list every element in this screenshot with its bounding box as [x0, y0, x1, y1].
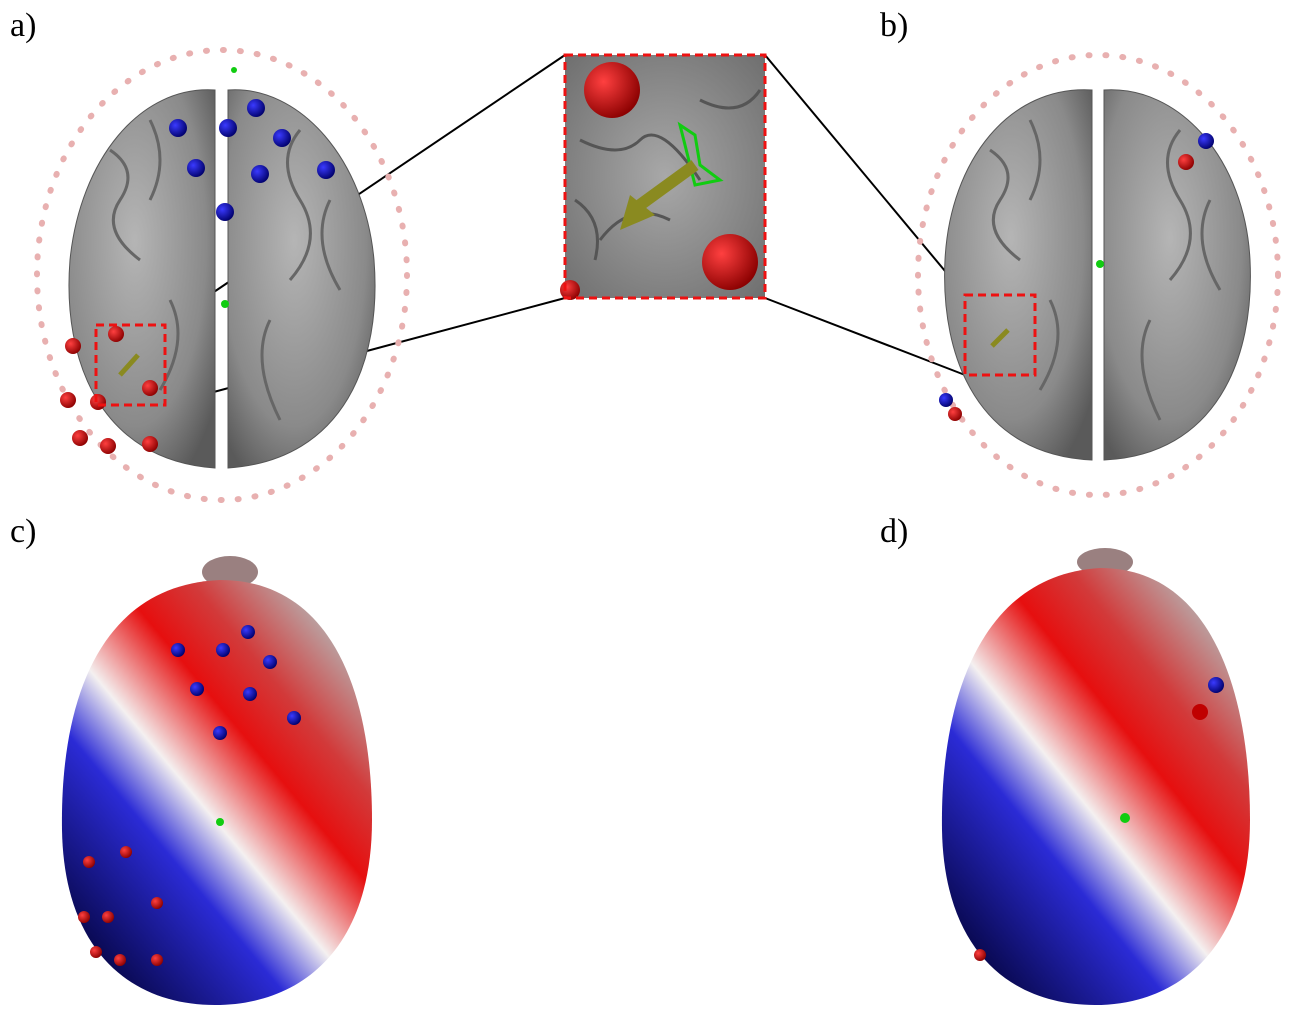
scalp-c: [62, 556, 372, 1005]
scalp-d: [942, 548, 1250, 1005]
brain-b: [918, 55, 1278, 495]
brain-a: [37, 50, 407, 500]
panel-label: d): [880, 513, 908, 550]
zoom-inset: [560, 55, 765, 300]
panel-label: a): [10, 7, 36, 44]
figure: a) b) c) d): [0, 0, 1291, 1012]
panel-label: b): [880, 7, 908, 44]
panel-label: c): [10, 513, 36, 550]
